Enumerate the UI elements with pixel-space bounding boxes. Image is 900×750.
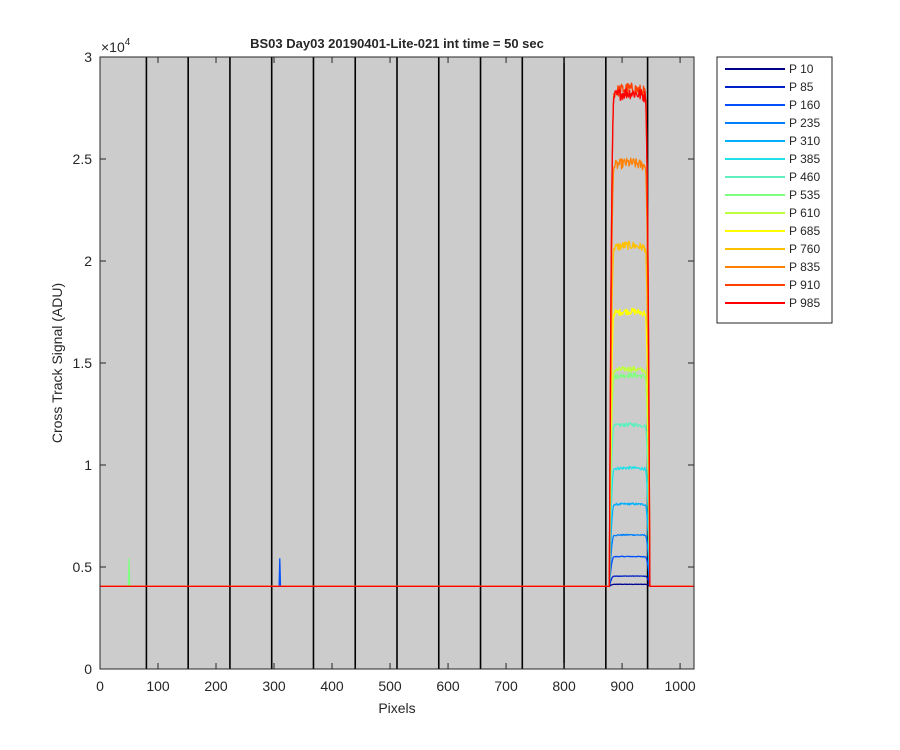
series-line-14 — [100, 88, 694, 588]
legend-label: P 610 — [789, 206, 820, 220]
legend-label: P 385 — [789, 152, 820, 166]
series-line-7 — [100, 422, 694, 588]
legend-label: P 85 — [789, 80, 814, 94]
series-lines — [100, 82, 694, 588]
x-tick-label: 900 — [610, 678, 634, 694]
y-axis-label: Cross Track Signal (ADU) — [49, 283, 65, 443]
chart-title: BS03 Day03 20190401-Lite-021 int time = … — [250, 36, 544, 51]
series-line-6 — [100, 465, 694, 588]
y-exponent-base: ×10 — [101, 39, 125, 55]
legend-label: P 160 — [789, 98, 820, 112]
legend-label: P 910 — [789, 278, 820, 292]
x-axis-label: Pixels — [378, 700, 415, 716]
series-line-9 — [100, 366, 694, 588]
y-exponent-power: 4 — [125, 37, 131, 48]
x-tick-label: 300 — [262, 678, 286, 694]
legend-label: P 535 — [789, 188, 820, 202]
legend-box — [716, 56, 833, 324]
series-line-12 — [100, 157, 694, 588]
x-tick-label: 800 — [552, 678, 576, 694]
x-tick-label: 600 — [436, 678, 460, 694]
x-tick-label: 400 — [320, 678, 344, 694]
y-tick-label: 0.5 — [73, 559, 93, 575]
y-tick-label: 1 — [84, 457, 92, 473]
legend-label: P 760 — [789, 242, 820, 256]
x-tick-label: 500 — [378, 678, 402, 694]
legend-label: P 310 — [789, 134, 820, 148]
y-axis-exponent: ×104 — [101, 37, 131, 55]
x-tick-label: 700 — [494, 678, 518, 694]
x-tick-label: 0 — [96, 678, 104, 694]
y-tick-label: 3 — [84, 49, 92, 65]
legend-label: P 835 — [789, 260, 820, 274]
y-axis-ticks: 0 0.5 1 1.5 2 2.5 3 — [73, 49, 694, 677]
x-axis-ticks: 0 100 200 300 400 500 600 700 800 900 1000 — [96, 57, 696, 694]
series-line-11 — [100, 240, 694, 588]
series-line-3 — [100, 555, 694, 588]
legend-label: P 685 — [789, 224, 820, 238]
x-tick-label: 1000 — [665, 678, 696, 694]
series-line-2 — [100, 575, 694, 588]
y-tick-label: 0 — [84, 661, 92, 677]
legend-label: P 235 — [789, 116, 820, 130]
series-line-5 — [100, 502, 694, 588]
column-boundaries — [145, 57, 649, 669]
series-line-4 — [100, 533, 694, 588]
series-line-1 — [100, 583, 694, 588]
y-tick-label: 1.5 — [73, 355, 93, 371]
legend-label: P 460 — [789, 170, 820, 184]
y-tick-label: 2 — [84, 253, 92, 269]
legend-label: P 985 — [789, 296, 820, 310]
legend: P 10 P 85 P 160 P 235 P 310 P 385 P 460 P 535 P … — [716, 56, 833, 324]
y-tick-label: 2.5 — [73, 151, 93, 167]
legend-label: P 10 — [789, 62, 814, 76]
series-line-10 — [100, 307, 694, 588]
x-tick-label: 200 — [204, 678, 228, 694]
x-tick-label: 100 — [146, 678, 170, 694]
